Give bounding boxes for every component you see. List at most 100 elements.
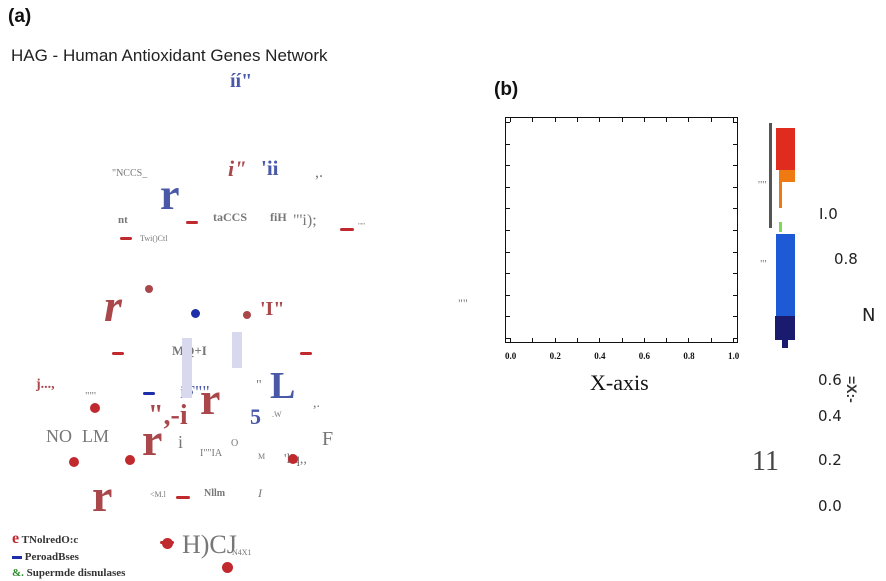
node-label: ,. — [313, 396, 320, 411]
node-highlight — [232, 332, 242, 368]
node-label: NO — [46, 426, 72, 446]
legend-text: Supermde disnulases — [26, 567, 126, 579]
colorbar-segment-orange-line — [779, 182, 782, 208]
y-tick — [505, 316, 510, 318]
x-tick — [510, 338, 511, 343]
x-tick — [733, 338, 734, 343]
x-tick-label: 1.0 — [728, 351, 740, 361]
node-label: r — [160, 170, 180, 219]
node-dash — [160, 541, 174, 544]
y-tick — [733, 338, 738, 339]
node-highlight — [182, 338, 192, 398]
colorbar-segment-navy — [775, 316, 795, 340]
colorbar-label: I.0 — [819, 205, 838, 223]
node-dot — [69, 457, 79, 467]
node-label: O — [231, 438, 239, 449]
x-tick — [576, 338, 578, 343]
y-tick — [733, 230, 738, 231]
x-tick — [666, 117, 668, 122]
y-tick — [505, 122, 510, 123]
legend-marker — [12, 555, 22, 559]
colorbar-segment-red — [776, 128, 795, 170]
node-label: <M.l — [150, 490, 166, 499]
node-label: N4X1 — [232, 548, 252, 557]
y-tick — [505, 143, 510, 145]
node-dot — [90, 403, 100, 413]
node-label: " — [256, 378, 262, 393]
node-label: M — [258, 452, 266, 461]
node-label: Twi()Ctl — [140, 234, 168, 243]
y-tick — [505, 208, 510, 210]
y-tick — [733, 186, 738, 188]
node-label: I — [258, 486, 262, 500]
y-tick — [505, 230, 510, 231]
node-label: I""IA — [200, 448, 223, 459]
legend-item: e TNolredO:c — [12, 530, 78, 548]
colorbar-divider — [769, 123, 772, 228]
legend-marker: &. — [12, 567, 24, 579]
node-dash — [112, 352, 124, 355]
colorbar-label: 0.8 — [834, 250, 858, 268]
node-label: nt — [118, 214, 128, 226]
node-dash — [176, 496, 190, 499]
x-tick — [733, 117, 734, 122]
node-label: "NCCS_ — [112, 168, 148, 179]
node-label: "'i); — [293, 212, 317, 229]
node-dash — [186, 221, 198, 224]
y-tick — [505, 338, 510, 339]
node-dot — [125, 455, 135, 465]
y-tick — [733, 273, 738, 275]
node-label: L — [270, 365, 296, 407]
node-label: taCCS — [213, 210, 248, 224]
node-dash — [300, 352, 312, 355]
x-tick — [643, 117, 645, 122]
node-label: ",-i — [148, 400, 188, 431]
panel-b-label: (b) — [494, 79, 519, 100]
node-label: .W — [272, 410, 282, 419]
left-mark: "" — [458, 296, 468, 310]
node-dot — [288, 454, 298, 464]
colorbar-label: 0.6 — [818, 371, 842, 389]
node-label: fiH — [270, 210, 287, 224]
legend-item: PeroadBses — [12, 551, 79, 563]
y-tick — [505, 165, 510, 167]
node-label: ""' — [358, 222, 365, 230]
colorbar-side-text: =X:- — [844, 376, 860, 403]
x-tick-label: 0.2 — [549, 351, 561, 361]
node-label: 'ii — [261, 156, 279, 180]
y-tick — [733, 208, 738, 210]
x-tick — [621, 117, 623, 122]
colorbar-segment-navy-tip — [782, 340, 788, 348]
y-tick — [733, 251, 738, 253]
x-tick — [643, 338, 645, 343]
node-label: 'I" — [260, 298, 285, 320]
x-tick — [710, 117, 712, 122]
y-tick — [505, 186, 510, 188]
y-tick — [733, 122, 738, 123]
plot-area — [505, 117, 738, 343]
node-label: r — [142, 414, 163, 465]
x-tick — [688, 338, 690, 343]
x-tick — [666, 338, 668, 343]
x-tick — [532, 117, 534, 122]
node-label: ,. — [315, 164, 323, 181]
colorbar-segment-orange — [779, 170, 795, 182]
colorbar-side-glyph: 11 — [752, 446, 779, 477]
x-tick — [599, 117, 601, 122]
node-dot — [222, 562, 233, 573]
y-tick — [505, 294, 510, 296]
node-label: 5 — [250, 404, 261, 429]
left-mark: "' — [760, 258, 767, 270]
x-tick — [532, 338, 534, 343]
legend-item: &. Supermde disnulases — [12, 567, 125, 579]
y-tick — [505, 251, 510, 253]
colorbar-label: 0.4 — [818, 407, 842, 425]
x-axis-title: X-axis — [590, 370, 649, 395]
y-tick — [505, 273, 510, 275]
node-label: H)CJ — [182, 530, 237, 559]
x-tick — [576, 117, 578, 122]
node-label: i — [178, 432, 184, 452]
node-label: j..., — [36, 377, 55, 392]
node-dot — [191, 309, 200, 318]
left-mark: '"' — [758, 179, 767, 191]
